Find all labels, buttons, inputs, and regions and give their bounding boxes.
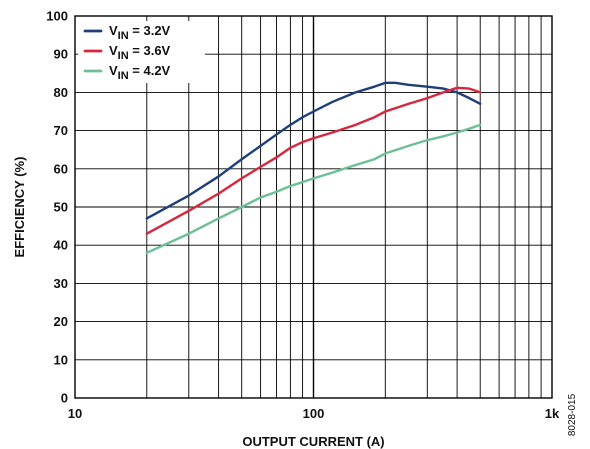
series-line-3 — [145, 123, 482, 255]
legend-label-3: VIN = 4.2V — [109, 63, 171, 82]
series-line-1 — [145, 81, 482, 220]
series-lines — [145, 81, 482, 255]
y-tick-label: 10 — [54, 352, 68, 367]
legend-label-2: VIN = 3.6V — [109, 43, 171, 62]
legend-label-base-1: V — [109, 23, 118, 38]
y-tick-label: 60 — [54, 161, 68, 176]
y-tick-label: 20 — [54, 314, 68, 329]
legend-label-base-3: V — [109, 63, 118, 78]
legend-label-rest-1: = 3.2V — [129, 23, 171, 38]
legend-label-sub-2: IN — [118, 50, 129, 62]
legend-label-rest-2: = 3.6V — [129, 43, 171, 58]
x-axis-label: OUTPUT CURRENT (A) — [242, 434, 384, 449]
figure-id-label: 8028-015 — [567, 393, 578, 436]
y-tick-label: 50 — [54, 200, 68, 215]
y-tick-label: 100 — [46, 9, 68, 24]
y-tick-label: 80 — [54, 85, 68, 100]
x-tick-label: 10 — [68, 406, 82, 421]
legend-label-base-2: V — [109, 43, 118, 58]
legend-label-rest-3: = 4.2V — [129, 63, 171, 78]
grid — [75, 16, 552, 398]
x-tick-label: 1k — [545, 406, 560, 421]
y-tick-label: 90 — [54, 47, 68, 62]
legend-label-sub-3: IN — [118, 70, 129, 82]
y-tick-label: 30 — [54, 276, 68, 291]
legend-label-sub-1: IN — [118, 30, 129, 42]
y-tick-label: 0 — [61, 391, 68, 406]
x-tick-label: 100 — [303, 406, 325, 421]
plot-frame — [74, 15, 553, 399]
y-axis-label: EFFICIENCY (%) — [12, 157, 27, 258]
y-tick-label: 70 — [54, 123, 68, 138]
series-line-2 — [145, 86, 482, 235]
y-tick-label: 40 — [54, 238, 68, 253]
legend-label-1: VIN = 3.2V — [109, 23, 171, 42]
